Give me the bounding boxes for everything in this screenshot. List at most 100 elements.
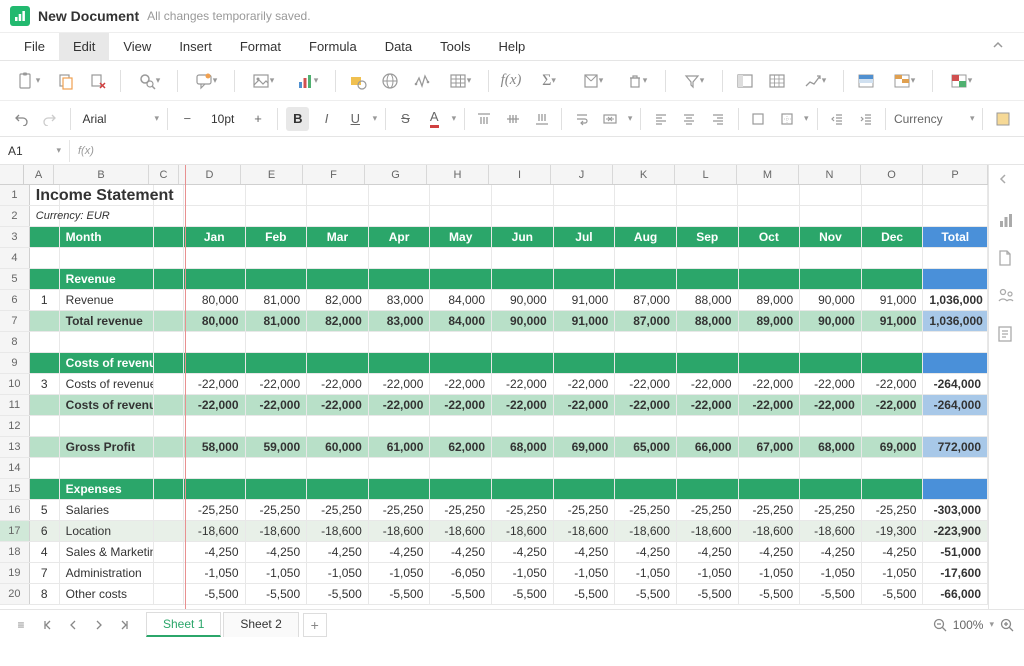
- cut-button[interactable]: [86, 69, 110, 93]
- row[interactable]: 7Total revenue80,00081,00082,00083,00084…: [0, 311, 988, 332]
- autosum-button[interactable]: Σ▾: [531, 69, 567, 93]
- collapse-ribbon-button[interactable]: [982, 33, 1014, 60]
- cell[interactable]: [800, 479, 862, 499]
- strikethrough-button[interactable]: S: [394, 107, 417, 131]
- cell[interactable]: 80,000: [184, 290, 246, 310]
- undo-button[interactable]: [10, 107, 33, 131]
- cell[interactable]: [615, 416, 677, 436]
- row[interactable]: 13Gross Profit58,00059,00060,00061,00062…: [0, 437, 988, 458]
- cell[interactable]: -22,000: [184, 395, 246, 415]
- cell[interactable]: [739, 269, 801, 289]
- cell[interactable]: [307, 332, 369, 352]
- cell[interactable]: 65,000: [615, 437, 677, 457]
- row-header[interactable]: 6: [0, 290, 30, 310]
- align-middle-button[interactable]: [502, 107, 525, 131]
- row[interactable]: 14: [0, 458, 988, 479]
- cell[interactable]: Total revenue: [60, 311, 154, 331]
- cell[interactable]: Aug: [615, 227, 677, 247]
- cell[interactable]: 90,000: [492, 290, 554, 310]
- cell[interactable]: -22,000: [492, 374, 554, 394]
- cell[interactable]: Jan: [184, 227, 246, 247]
- cell[interactable]: -25,250: [862, 500, 924, 520]
- cell[interactable]: [154, 479, 184, 499]
- cell[interactable]: [923, 458, 988, 478]
- cell[interactable]: [30, 437, 60, 457]
- shape-button[interactable]: [346, 69, 370, 93]
- cell[interactable]: -223,900: [923, 521, 988, 541]
- cell[interactable]: [800, 416, 862, 436]
- cell[interactable]: [862, 332, 924, 352]
- cell[interactable]: Sep: [677, 227, 739, 247]
- cell[interactable]: [739, 353, 801, 373]
- cell[interactable]: -4,250: [862, 542, 924, 562]
- cell[interactable]: [923, 269, 988, 289]
- cell[interactable]: 3: [30, 374, 60, 394]
- grid[interactable]: ABCDEFGHIJKLMNOP 1Income Statement2Curre…: [0, 165, 988, 609]
- cell[interactable]: -4,250: [677, 542, 739, 562]
- cell[interactable]: Sales & Marketing: [60, 542, 154, 562]
- cell[interactable]: 91,000: [862, 311, 924, 331]
- paste-button[interactable]: ▾: [10, 69, 46, 93]
- cell[interactable]: -1,050: [615, 563, 677, 583]
- cell[interactable]: 81,000: [246, 290, 308, 310]
- cell[interactable]: [739, 416, 801, 436]
- cell[interactable]: Month: [60, 227, 154, 247]
- row-header[interactable]: 12: [0, 416, 30, 436]
- name-box[interactable]: A1▾: [0, 140, 70, 162]
- cell[interactable]: -22,000: [492, 395, 554, 415]
- cell[interactable]: [154, 458, 184, 478]
- row-header[interactable]: 15: [0, 479, 30, 499]
- cell[interactable]: [184, 332, 246, 352]
- cell[interactable]: [862, 416, 924, 436]
- cell[interactable]: 66,000: [677, 437, 739, 457]
- cell[interactable]: [492, 479, 554, 499]
- cell[interactable]: -1,050: [369, 563, 431, 583]
- cell[interactable]: -25,250: [677, 500, 739, 520]
- cell[interactable]: [430, 479, 492, 499]
- row-header[interactable]: 5: [0, 269, 30, 289]
- cell[interactable]: [30, 458, 60, 478]
- cell[interactable]: -22,000: [246, 395, 308, 415]
- row-header[interactable]: 3: [0, 227, 30, 247]
- cell[interactable]: [30, 395, 60, 415]
- cell[interactable]: -22,000: [615, 395, 677, 415]
- cell[interactable]: -6,050: [430, 563, 492, 583]
- cell[interactable]: [492, 332, 554, 352]
- cell[interactable]: -22,000: [369, 374, 431, 394]
- cell[interactable]: [677, 416, 739, 436]
- conditional-format-button[interactable]: ▾: [886, 69, 922, 93]
- cell[interactable]: [554, 479, 616, 499]
- cell[interactable]: Income Statement: [30, 185, 60, 205]
- menu-edit[interactable]: Edit: [59, 33, 109, 60]
- cell[interactable]: 83,000: [369, 311, 431, 331]
- cell[interactable]: -25,250: [800, 500, 862, 520]
- cell[interactable]: 84,000: [430, 311, 492, 331]
- cell[interactable]: [800, 185, 862, 205]
- cell[interactable]: [246, 248, 308, 268]
- cell[interactable]: May: [430, 227, 492, 247]
- cell[interactable]: -17,600: [923, 563, 988, 583]
- cell[interactable]: [184, 416, 246, 436]
- align-top-button[interactable]: [473, 107, 496, 131]
- cell[interactable]: -18,600: [246, 521, 308, 541]
- cell[interactable]: [554, 248, 616, 268]
- cell[interactable]: [615, 185, 677, 205]
- increase-indent-button[interactable]: [854, 107, 877, 131]
- cell[interactable]: [30, 479, 60, 499]
- cell[interactable]: -22,000: [800, 374, 862, 394]
- menu-tools[interactable]: Tools: [426, 33, 484, 60]
- cell[interactable]: [554, 332, 616, 352]
- find-button[interactable]: ▾: [131, 69, 167, 93]
- cell[interactable]: [677, 206, 739, 226]
- row-header[interactable]: 11: [0, 395, 30, 415]
- table-button[interactable]: ▾: [442, 69, 478, 93]
- cell[interactable]: [677, 353, 739, 373]
- cell[interactable]: 69,000: [554, 437, 616, 457]
- cell[interactable]: -5,500: [246, 584, 308, 604]
- cell[interactable]: -1,050: [677, 563, 739, 583]
- cell[interactable]: [430, 416, 492, 436]
- cell[interactable]: 1: [30, 290, 60, 310]
- cell[interactable]: [492, 416, 554, 436]
- gridlines-button[interactable]: [765, 69, 789, 93]
- cell[interactable]: [862, 206, 924, 226]
